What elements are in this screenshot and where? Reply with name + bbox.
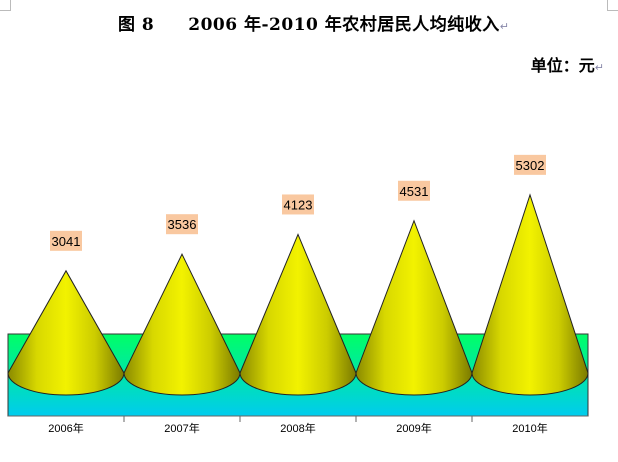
unit-label: 单位：元↵ [531, 52, 604, 76]
data-label: 4123 [284, 197, 313, 212]
data-label-box [50, 230, 82, 251]
title-text: 2006 年-2010 年农村居民人均纯收入 [188, 15, 500, 35]
data-label: 3041 [52, 234, 81, 249]
data-label-box [166, 214, 198, 235]
cone-2009年 [355, 219, 473, 396]
x-tick-label: 2010年 [512, 421, 547, 435]
data-label: 3536 [168, 217, 197, 232]
cone-2010年 [471, 193, 589, 396]
data-label: 5302 [516, 158, 545, 173]
x-tick-label: 2006年 [48, 421, 83, 435]
paragraph-mark-icon: ↵ [499, 20, 510, 33]
x-tick-label: 2009年 [396, 421, 431, 435]
chart-title: 图 8 2006 年-2010 年农村居民人均纯收入↵ [118, 10, 510, 35]
data-label: 4531 [400, 184, 429, 199]
page-corner-mark [607, 0, 618, 11]
unit-text: 单位：元 [530, 56, 595, 75]
x-tick-label: 2008年 [280, 421, 315, 435]
data-label-box [514, 154, 546, 175]
data-label-box [398, 180, 430, 201]
page-corner-mark [0, 0, 11, 11]
paragraph-mark-icon: ↵ [594, 61, 604, 74]
x-tick-label: 2007年 [164, 421, 199, 435]
cone-2007年 [123, 253, 241, 396]
cone-2008年 [239, 233, 357, 396]
figure-label: 图 8 [118, 15, 155, 35]
data-label-box [282, 194, 314, 215]
cone-2006年 [7, 269, 125, 396]
